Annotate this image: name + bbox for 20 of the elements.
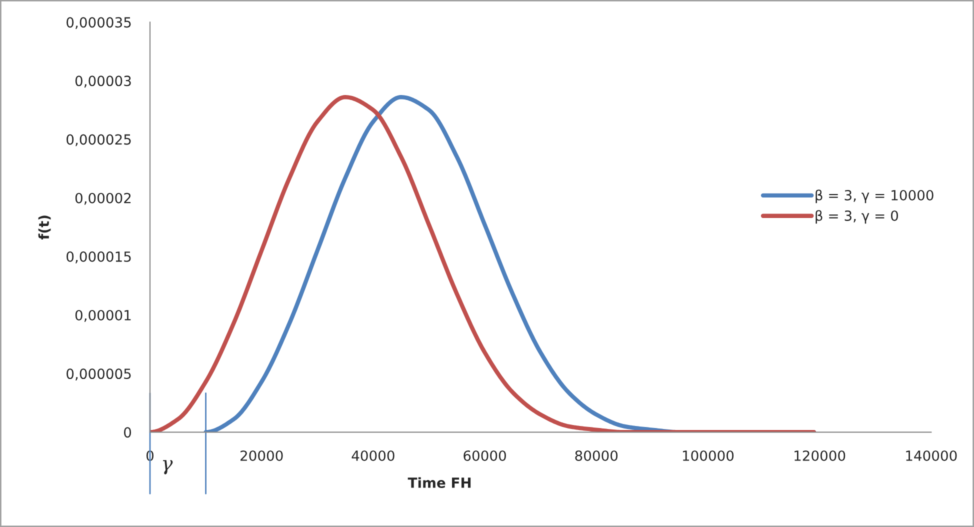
y-tick-label: 0,000035 — [66, 17, 131, 30]
x-tick-label: 20000 — [240, 450, 283, 461]
y-tick-label: 0,000025 — [66, 134, 131, 146]
ref-line-label: γ — [162, 460, 173, 474]
x-tick-label: 60000 — [464, 450, 506, 461]
x-tick-label: 140000 — [906, 450, 957, 461]
x-tick-label: 80000 — [575, 450, 618, 461]
legend-label: β = 3, γ = 0 — [816, 210, 898, 224]
y-tick-label: 0,000015 — [66, 251, 131, 264]
y-tick-label: 0,00003 — [75, 76, 131, 88]
legend-label: β = 3, γ = 10000 — [816, 190, 934, 204]
y-axis-title: f(t) — [38, 216, 51, 240]
y-tick-label: 0,00002 — [75, 192, 131, 205]
y-tick-label: 0,00001 — [75, 310, 131, 322]
x-axis-title: Time FH — [408, 477, 471, 488]
x-tick-label: 40000 — [352, 450, 394, 461]
x-tick-label: 120000 — [794, 450, 846, 461]
y-tick-label: 0 — [124, 427, 132, 438]
x-tick-label: 100000 — [682, 450, 734, 461]
y-tick-label: 0,000005 — [66, 368, 131, 380]
